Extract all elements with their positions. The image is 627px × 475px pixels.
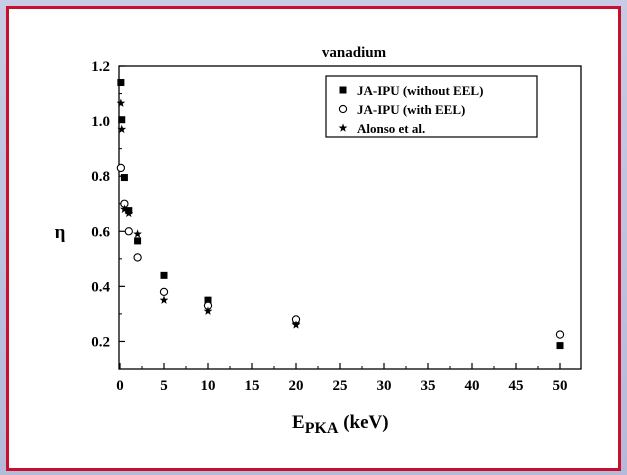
legend-marker-square — [339, 86, 347, 94]
data-point-square — [160, 271, 168, 279]
y-tick-label: 0.6 — [91, 224, 110, 240]
data-point-circle — [555, 330, 565, 339]
data-point-square — [556, 342, 564, 350]
series-3 — [116, 98, 301, 329]
data-point-circle — [116, 163, 126, 173]
data-point-square — [118, 116, 126, 124]
x-tick-label: 5 — [160, 378, 168, 394]
data-point-square — [134, 237, 142, 245]
legend-marker-star — [338, 123, 348, 132]
data-point-circle — [159, 287, 169, 297]
data-point-star — [124, 208, 134, 218]
x-axis-label-subscript: PKA — [305, 420, 339, 437]
y-tick-label: 0.4 — [91, 279, 110, 295]
data-point-square — [117, 79, 125, 87]
data-point-square — [120, 174, 128, 182]
series-2 — [116, 163, 565, 339]
legend-box — [325, 75, 538, 138]
data-point-star — [117, 124, 127, 134]
data-point-square — [204, 296, 212, 304]
x-axis-label-unit: (keV) — [338, 412, 388, 433]
data-point-star — [116, 98, 126, 107]
x-tick-label: 30 — [377, 378, 392, 394]
data-point-star — [291, 320, 301, 329]
data-point-circle — [133, 253, 142, 262]
x-axis: 0 5 10 15 20 25 30 35 40 45 50 — [116, 363, 568, 394]
y-tick-label: 0.8 — [91, 169, 110, 185]
y-axis-label: η — [55, 222, 66, 243]
y-tick-label: 1.0 — [91, 114, 110, 130]
x-tick-label: 35 — [421, 378, 436, 394]
legend: JA-IPU (without EEL) JA-IPU (with EEL) Alo… — [325, 75, 538, 138]
x-tick-label: 50 — [553, 378, 568, 394]
x-tick-label: 10 — [201, 378, 216, 394]
x-tick-label: 0 — [116, 378, 124, 394]
data-point-star — [159, 295, 169, 304]
data-point-star — [133, 229, 142, 238]
y-tick-label: 1.2 — [91, 59, 110, 75]
data-point-star — [203, 306, 213, 315]
legend-label: Alonso et al. — [357, 121, 425, 136]
legend-label: JA-IPU (without EEL) — [357, 83, 483, 98]
x-axis-label: EPKA (keV) — [292, 412, 389, 437]
data-point-circle — [124, 227, 133, 236]
legend-label: JA-IPU (with EEL) — [357, 102, 465, 117]
x-tick-label: 15 — [245, 378, 260, 394]
legend-marker-circle — [338, 104, 348, 114]
x-tick-label: 40 — [465, 378, 480, 394]
data-point-star — [120, 204, 129, 213]
x-tick-label: 25 — [333, 378, 348, 394]
chart-title: vanadium — [322, 45, 387, 61]
x-tick-label: 20 — [289, 378, 304, 394]
x-tick-label: 45 — [509, 378, 524, 394]
y-tick-label: 0.2 — [91, 334, 110, 350]
data-points — [116, 79, 565, 350]
